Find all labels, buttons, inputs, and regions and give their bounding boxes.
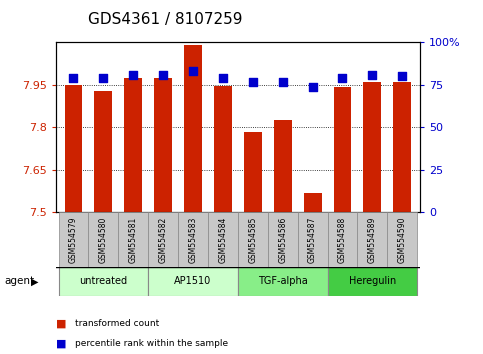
Bar — [298, 212, 327, 267]
Text: TGF-alpha: TGF-alpha — [258, 276, 308, 286]
Bar — [238, 267, 327, 296]
Bar — [178, 212, 208, 267]
Text: GSM554588: GSM554588 — [338, 217, 347, 263]
Text: GSM554584: GSM554584 — [218, 217, 227, 263]
Text: untreated: untreated — [79, 276, 128, 286]
Bar — [184, 45, 202, 212]
Text: percentile rank within the sample: percentile rank within the sample — [75, 339, 228, 348]
Text: GSM554585: GSM554585 — [248, 217, 257, 263]
Text: GSM554590: GSM554590 — [398, 217, 407, 263]
Bar — [327, 267, 417, 296]
Bar — [88, 212, 118, 267]
Point — [129, 72, 137, 78]
Bar — [393, 82, 411, 212]
Bar — [334, 87, 352, 212]
Bar — [58, 212, 88, 267]
Point — [249, 79, 256, 84]
Bar — [148, 267, 238, 296]
Bar — [208, 212, 238, 267]
Point — [398, 74, 406, 79]
Bar — [327, 212, 357, 267]
Point — [159, 72, 167, 78]
Text: GSM554582: GSM554582 — [158, 217, 168, 263]
Bar — [154, 78, 172, 212]
Text: GSM554587: GSM554587 — [308, 217, 317, 263]
Bar — [214, 86, 232, 212]
Bar — [244, 132, 262, 212]
Text: GSM554579: GSM554579 — [69, 217, 78, 263]
Text: GSM554580: GSM554580 — [99, 217, 108, 263]
Bar — [268, 212, 298, 267]
Bar — [94, 91, 113, 212]
Text: ■: ■ — [56, 338, 66, 348]
Text: agent: agent — [5, 276, 35, 286]
Bar — [274, 120, 292, 212]
Text: GSM554586: GSM554586 — [278, 217, 287, 263]
Point — [339, 75, 346, 81]
Bar — [363, 82, 382, 212]
Text: GSM554581: GSM554581 — [129, 217, 138, 263]
Text: Heregulin: Heregulin — [349, 276, 396, 286]
Bar — [118, 212, 148, 267]
Text: GSM554583: GSM554583 — [188, 217, 198, 263]
Text: ▶: ▶ — [31, 276, 39, 286]
Bar — [58, 267, 148, 296]
Point — [279, 79, 286, 84]
Point — [189, 69, 197, 74]
Bar — [65, 85, 83, 212]
Bar — [357, 212, 387, 267]
Text: transformed count: transformed count — [75, 319, 159, 329]
Text: GDS4361 / 8107259: GDS4361 / 8107259 — [88, 12, 242, 27]
Point — [219, 75, 227, 81]
Bar — [387, 212, 417, 267]
Point — [99, 75, 107, 81]
Point — [369, 72, 376, 78]
Point — [309, 84, 316, 90]
Text: ■: ■ — [56, 319, 66, 329]
Bar — [148, 212, 178, 267]
Text: GSM554589: GSM554589 — [368, 217, 377, 263]
Text: AP1510: AP1510 — [174, 276, 212, 286]
Bar — [238, 212, 268, 267]
Bar — [304, 193, 322, 212]
Point — [70, 75, 77, 81]
Bar — [124, 78, 142, 212]
